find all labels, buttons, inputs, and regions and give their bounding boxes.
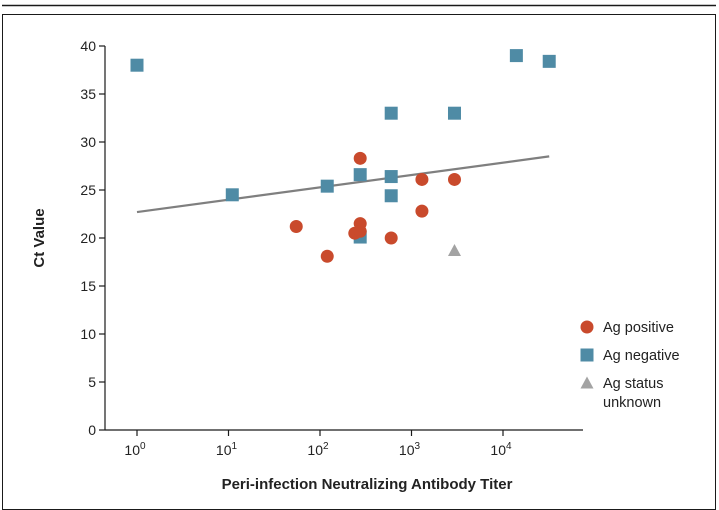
ag-positive-point [384, 231, 398, 245]
x-tick-label: 104 [490, 441, 512, 458]
ag-negative-point [353, 168, 367, 182]
data-marks [130, 49, 556, 263]
ag-positive-point [353, 224, 367, 238]
ag-positive-point [320, 249, 334, 263]
ag-negative-point [447, 106, 461, 120]
ag-negative-point [542, 54, 556, 68]
y-tick-label: 5 [88, 374, 96, 390]
ag-negative-point [384, 106, 398, 120]
y-tick-label: 30 [80, 134, 96, 150]
legend-label: unknown [603, 395, 661, 411]
ag-unknown-point [447, 243, 461, 256]
legend-marker [580, 320, 594, 334]
legend-marker [580, 376, 594, 389]
x-axis-title: Peri-infection Neutralizing Antibody Tit… [222, 476, 513, 493]
ag-positive-point [415, 204, 429, 218]
ag-positive-point [447, 172, 461, 186]
legend: Ag positive Ag negative Ag status unknown [580, 320, 680, 411]
ag-negative-point [320, 179, 334, 193]
x-tick-label: 103 [399, 441, 421, 458]
ag-negative-point [225, 188, 239, 202]
ag-negative-point [509, 49, 523, 63]
legend-label: Ag positive [603, 320, 674, 336]
x-tick-label: 101 [216, 441, 238, 458]
y-tick-label: 35 [80, 86, 96, 102]
y-tick-label: 25 [80, 182, 96, 198]
ag-negative-point [130, 58, 144, 72]
trend-line [136, 155, 550, 214]
y-tick-label: 10 [80, 326, 96, 342]
y-tick-label: 20 [80, 230, 96, 246]
y-tick-label: 40 [80, 38, 96, 54]
ag-positive-point [289, 219, 303, 233]
ag-negative-point [384, 189, 398, 203]
ag-positive-point [353, 151, 367, 165]
x-tick-label: 102 [307, 441, 329, 458]
legend-marker [580, 348, 594, 362]
legend-label: Ag negative [603, 348, 680, 364]
ag-negative-point [384, 170, 398, 184]
legend-label: Ag status [603, 376, 663, 392]
x-tick-label: 100 [124, 441, 146, 458]
y-axis-title: Ct Value [31, 208, 48, 267]
trend-line-group [136, 155, 550, 214]
axes: 0 5 10 15 20 25 30 35 40 100 101 102 103 104 [80, 38, 583, 458]
ag-positive-point [415, 172, 429, 186]
y-tick-label: 15 [80, 278, 96, 294]
y-tick-label: 0 [88, 422, 96, 438]
